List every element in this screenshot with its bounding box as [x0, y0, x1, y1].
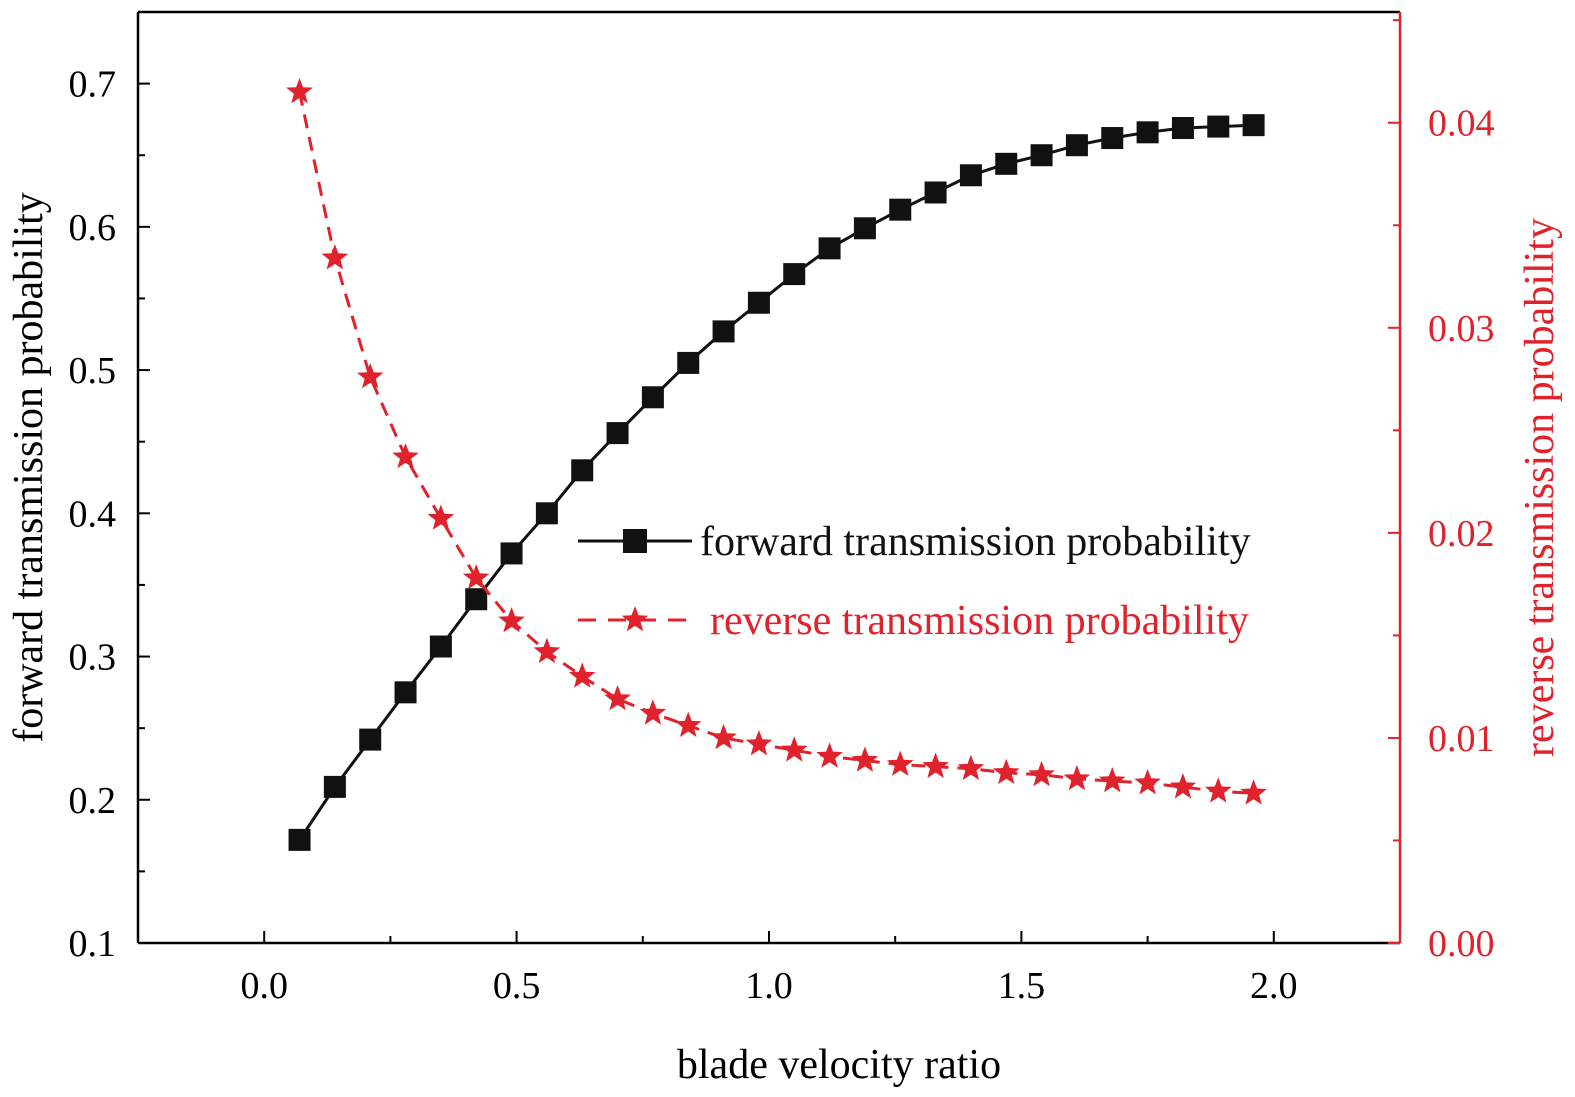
data-point-forward: [1136, 121, 1159, 144]
data-point-reverse: [321, 244, 349, 270]
data-point-reverse: [816, 742, 843, 768]
data-point-forward: [641, 386, 664, 409]
data-point-reverse: [568, 662, 596, 688]
x-axis-title: blade velocity ratio: [677, 1042, 1001, 1088]
y-tick-label-left: 0.7: [69, 64, 117, 106]
legend-marker-forward-square: [623, 529, 647, 553]
data-point-forward: [1030, 144, 1053, 167]
y-tick-label-left: 0.2: [69, 780, 117, 822]
data-point-forward: [288, 828, 311, 851]
x-tick-label: 1.0: [745, 965, 793, 1007]
data-point-forward: [571, 459, 594, 482]
series-line-reverse: [298, 91, 1254, 795]
data-point-reverse: [427, 504, 455, 530]
data-point-forward: [429, 635, 452, 658]
data-point-reverse: [1240, 779, 1267, 805]
data-point-reverse: [1028, 760, 1055, 787]
y-axis-right-title: reverse transmission probability: [1517, 218, 1563, 757]
data-point-forward: [677, 351, 700, 374]
data-point-forward: [818, 237, 841, 260]
data-point-forward: [535, 502, 558, 525]
data-point-forward: [712, 320, 735, 343]
data-point-reverse: [604, 685, 631, 711]
y-tick-label-left: 0.1: [69, 923, 117, 965]
data-point-reverse: [286, 78, 313, 104]
data-point-forward: [889, 198, 912, 221]
data-point-forward: [359, 728, 382, 751]
data-point-forward: [1242, 114, 1265, 137]
y-tick-label-right: 0.03: [1428, 308, 1495, 350]
data-point-reverse: [356, 363, 384, 389]
y-tick-label-left: 0.3: [69, 637, 117, 679]
data-point-forward: [995, 152, 1018, 175]
data-point-forward: [924, 181, 947, 204]
legend-label-reverse: reverse transmission probability: [710, 598, 1249, 644]
data-point-forward: [1065, 134, 1088, 157]
y-axis-left-title: forward transmission probability: [6, 192, 52, 743]
y-tick-label-right: 0.01: [1428, 718, 1495, 760]
x-tick-label: 1.5: [998, 965, 1046, 1007]
data-point-reverse: [674, 711, 702, 737]
data-point-reverse: [957, 754, 985, 780]
x-tick-label: 0.0: [240, 965, 288, 1007]
data-point-reverse: [710, 723, 737, 750]
y-tick-label-left: 0.6: [69, 207, 117, 249]
series-line-forward: [298, 123, 1254, 841]
legend-marker-reverse-star: [621, 606, 649, 632]
data-point-reverse: [992, 758, 1020, 785]
data-point-reverse: [851, 746, 879, 772]
data-point-reverse: [1134, 769, 1161, 795]
data-point-reverse: [1063, 764, 1091, 791]
legend-label-forward: forward transmission probability: [700, 519, 1251, 565]
data-point-reverse: [533, 637, 561, 664]
y-tick-label-right: 0.04: [1428, 103, 1495, 145]
y-tick-label-left: 0.4: [69, 493, 117, 535]
legend-star-shape: [621, 606, 649, 632]
data-point-forward: [783, 263, 806, 286]
data-point-forward: [853, 217, 876, 240]
data-point-reverse: [392, 443, 419, 469]
data-point-forward: [959, 164, 982, 187]
data-point-forward: [747, 291, 770, 314]
data-point-reverse: [1098, 767, 1126, 793]
data-point-forward: [1207, 115, 1230, 138]
data-point-reverse: [780, 736, 808, 762]
data-point-forward: [1171, 117, 1194, 140]
series-layer: [286, 78, 1267, 851]
y-tick-label-right: 0.00: [1428, 923, 1495, 965]
legend: forward transmission probability reverse…: [578, 519, 1251, 644]
data-point-forward: [1101, 127, 1124, 150]
data-point-reverse: [1205, 777, 1232, 803]
data-point-reverse: [639, 699, 667, 725]
data-point-reverse: [745, 730, 773, 756]
data-point-forward: [606, 422, 629, 445]
data-point-forward: [500, 542, 523, 565]
x-tick-label: 0.5: [493, 965, 541, 1007]
data-point-reverse: [922, 752, 949, 778]
data-point-forward: [323, 775, 346, 798]
axes-layer: 0.0 0.5 1.0 1.5 2.0 0.1 0.2 0.3 0.4 0.5 0.6 0.7 0.00…: [6, 10, 1563, 1088]
data-point-forward: [394, 681, 417, 704]
data-point-forward: [465, 588, 488, 611]
data-point-reverse: [462, 564, 490, 590]
x-tick-label: 2.0: [1250, 965, 1298, 1007]
data-point-reverse: [886, 750, 914, 776]
data-point-reverse: [498, 607, 525, 633]
data-point-reverse: [1169, 773, 1197, 799]
y-tick-label-left: 0.5: [69, 350, 117, 392]
y-tick-label-right: 0.02: [1428, 513, 1495, 555]
